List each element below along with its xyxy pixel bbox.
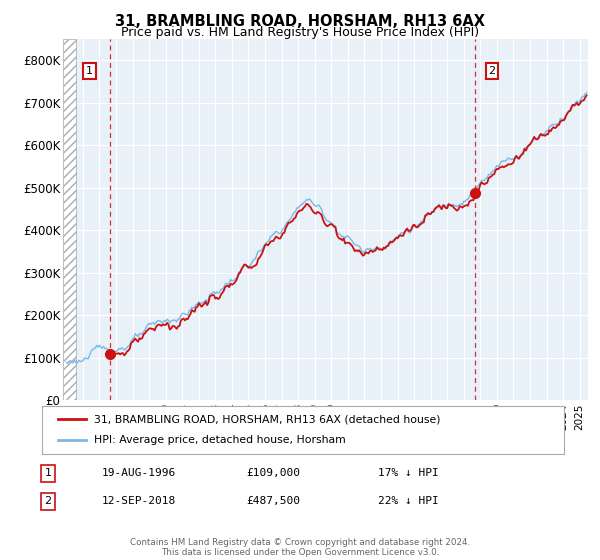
Text: £487,500: £487,500 bbox=[246, 496, 300, 506]
Text: 12-SEP-2018: 12-SEP-2018 bbox=[102, 496, 176, 506]
Text: 1: 1 bbox=[44, 468, 52, 478]
Text: 31, BRAMBLING ROAD, HORSHAM, RH13 6AX: 31, BRAMBLING ROAD, HORSHAM, RH13 6AX bbox=[115, 14, 485, 29]
Text: 2: 2 bbox=[44, 496, 52, 506]
Text: 17% ↓ HPI: 17% ↓ HPI bbox=[378, 468, 439, 478]
Text: 1: 1 bbox=[86, 66, 93, 76]
Bar bbox=[63, 39, 76, 400]
Text: Contains HM Land Registry data © Crown copyright and database right 2024.
This d: Contains HM Land Registry data © Crown c… bbox=[130, 538, 470, 557]
Text: Price paid vs. HM Land Registry's House Price Index (HPI): Price paid vs. HM Land Registry's House … bbox=[121, 26, 479, 39]
Bar bbox=[63, 39, 76, 400]
Text: 2: 2 bbox=[488, 66, 496, 76]
Text: 31, BRAMBLING ROAD, HORSHAM, RH13 6AX (detached house): 31, BRAMBLING ROAD, HORSHAM, RH13 6AX (d… bbox=[94, 414, 441, 424]
Text: 22% ↓ HPI: 22% ↓ HPI bbox=[378, 496, 439, 506]
Text: 19-AUG-1996: 19-AUG-1996 bbox=[102, 468, 176, 478]
Text: £109,000: £109,000 bbox=[246, 468, 300, 478]
Text: HPI: Average price, detached house, Horsham: HPI: Average price, detached house, Hors… bbox=[94, 435, 346, 445]
